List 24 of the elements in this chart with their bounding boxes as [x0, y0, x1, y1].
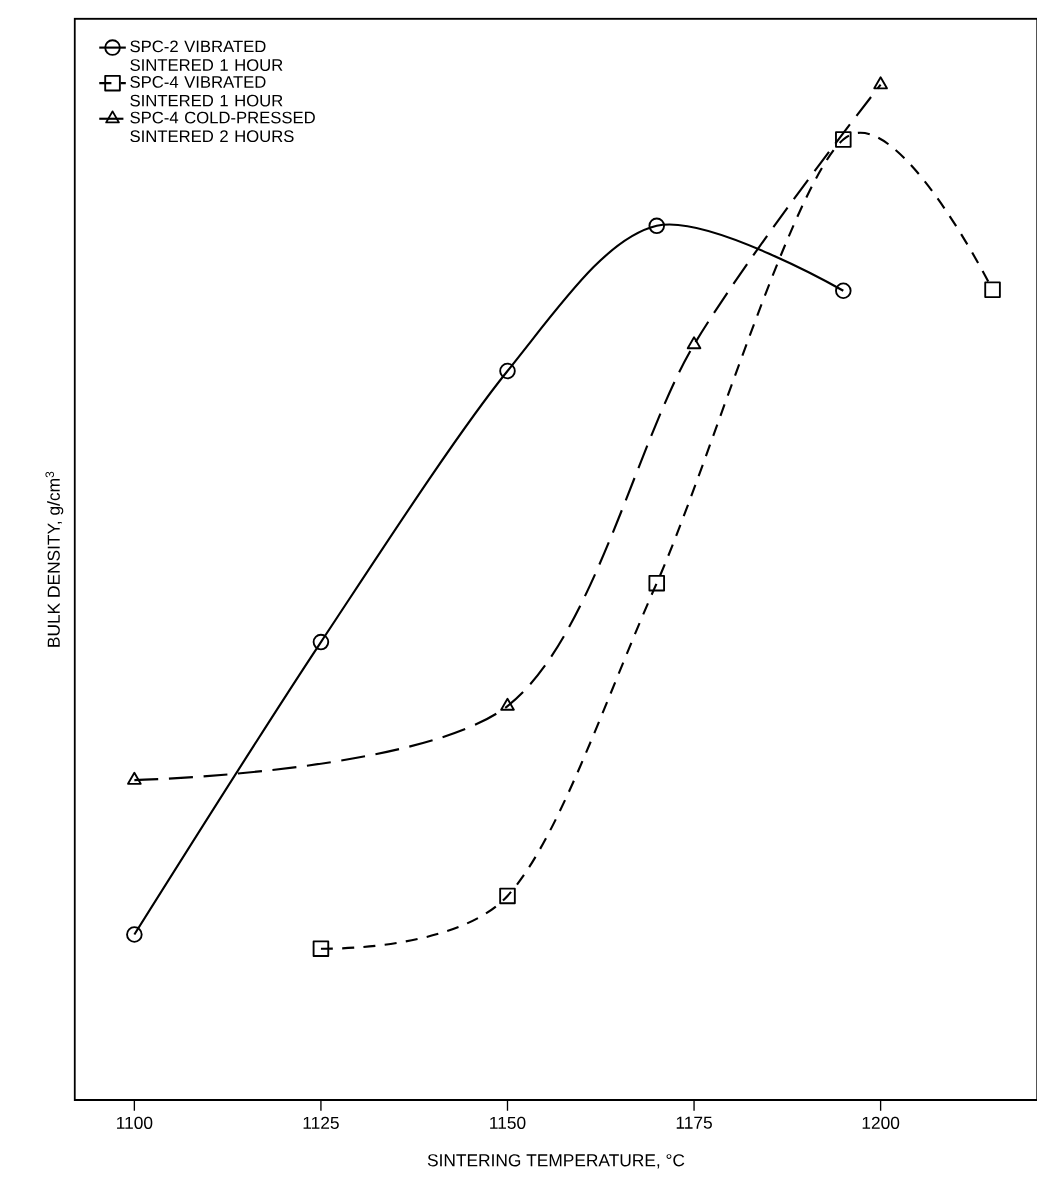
legend-label: SPC-4 VIBRATED SINTERED 1 HOUR	[130, 76, 283, 107]
point	[834, 282, 852, 300]
point	[834, 131, 852, 148]
point	[873, 76, 888, 90]
point	[312, 940, 330, 957]
x-tick-label: 1175	[676, 1116, 712, 1129]
point	[648, 217, 665, 235]
y-axis-title: BULK DENSITY, g/cm$^{3}$	[45, 471, 64, 647]
x-tick-label: 1125	[303, 1116, 339, 1129]
x-axis-title: SINTERING TEMPERATURE, °C	[427, 1154, 685, 1169]
point	[648, 574, 665, 592]
legend-label: SPC-2 VIBRATED SINTERED 1 HOUR	[130, 40, 283, 71]
x-tick-label: 1100	[116, 1116, 153, 1129]
x-tick-label: 1200	[862, 1116, 900, 1129]
x-tick-label: 1150	[490, 1116, 526, 1129]
point	[125, 926, 143, 943]
point	[312, 633, 330, 651]
point	[499, 362, 516, 380]
point	[686, 336, 702, 350]
point	[984, 281, 1001, 299]
legend-label: SPC-4 COLD-PRESSED SINTERED 2 HOURS	[130, 111, 315, 143]
point	[499, 887, 516, 905]
point	[126, 771, 142, 785]
point	[500, 697, 515, 711]
